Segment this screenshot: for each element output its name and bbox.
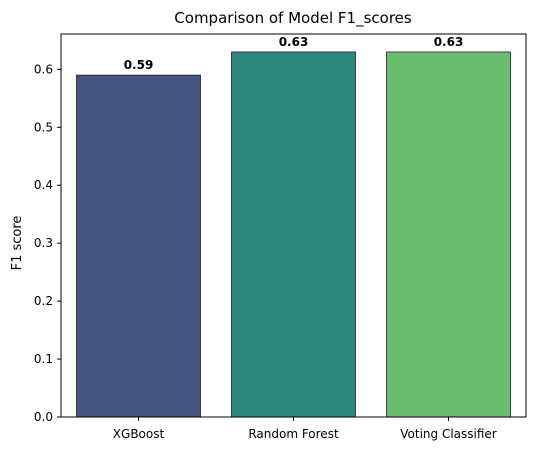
y-axis-ticks: 0.0 0.1 0.2 0.3 0.4 0.5 0.6 bbox=[34, 62, 61, 424]
plot-frame bbox=[60, 33, 527, 418]
chart-title: Comparison of Model F1_scores bbox=[174, 9, 412, 28]
x-tick-label-xgboost: XGBoost bbox=[113, 427, 165, 441]
x-tick-label-random-forest: Random Forest bbox=[248, 427, 339, 441]
bars-group: 0.59 0.63 0.63 bbox=[76, 35, 511, 418]
y-tick-label: 0.5 bbox=[34, 120, 53, 134]
data-label-voting-classifier: 0.63 bbox=[434, 35, 464, 49]
bar-xgboost bbox=[76, 74, 201, 418]
y-tick-label: 0.4 bbox=[34, 178, 53, 192]
x-tick-label-voting-classifier: Voting Classifier bbox=[400, 427, 497, 441]
bar-voting-classifier bbox=[386, 51, 511, 418]
y-tick-label: 0.0 bbox=[34, 410, 53, 424]
x-axis-ticks: XGBoost Random Forest Voting Classifier bbox=[113, 417, 497, 441]
bar-random-forest bbox=[231, 51, 356, 418]
y-tick-label: 0.2 bbox=[34, 294, 53, 308]
data-label-xgboost: 0.59 bbox=[124, 58, 154, 72]
data-label-random-forest: 0.63 bbox=[279, 35, 309, 49]
y-tick-label: 0.3 bbox=[34, 236, 53, 250]
y-tick-label: 0.1 bbox=[34, 352, 53, 366]
y-axis-label: F1 score bbox=[10, 216, 25, 271]
y-tick-label: 0.6 bbox=[34, 62, 53, 76]
